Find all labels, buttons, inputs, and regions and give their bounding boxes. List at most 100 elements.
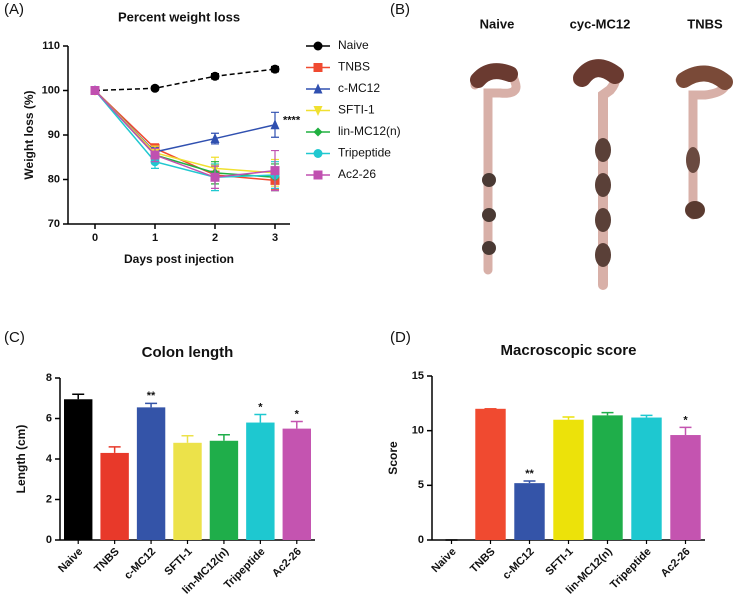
colon (470, 59, 733, 290)
error-bar (72, 393, 85, 400)
y-tick-label: 110 (42, 40, 60, 52)
series-line (94, 68, 276, 92)
bar (209, 440, 239, 540)
series (90, 85, 280, 157)
x-tick-label: 1 (152, 232, 158, 244)
marker (313, 41, 323, 51)
y-tick-label: 6 (46, 412, 52, 424)
annotation: ** (525, 468, 534, 480)
series (90, 86, 280, 192)
series-line (94, 89, 276, 182)
photo-label: cyc-MC12 (570, 16, 631, 31)
chart-title: Colon length (142, 344, 234, 361)
y-tick-label: 0 (46, 534, 52, 546)
y-tick-label: 5 (418, 479, 424, 491)
x-axis-label: Days post injection (124, 252, 234, 266)
panel-label: (A) (4, 1, 24, 18)
error-bar (254, 413, 267, 423)
marker (270, 166, 280, 176)
y-tick-label: 100 (42, 84, 60, 96)
y-tick-label: 10 (412, 425, 424, 437)
y-tick-label: 2 (46, 493, 52, 505)
x-tick-label: SFTI-1 (543, 546, 575, 578)
marker (210, 172, 220, 182)
marker (313, 127, 323, 137)
error-bar (290, 420, 303, 429)
y-axis-label: Length (cm) (14, 425, 28, 494)
x-tick-label: 0 (92, 232, 98, 244)
error-bar (108, 446, 121, 453)
y-tick-label: 80 (48, 173, 60, 185)
marker (210, 133, 220, 144)
x-tick-label: Tripeptide (608, 546, 654, 592)
x-tick-label: TNBS (92, 546, 122, 576)
marker (90, 86, 100, 95)
y-axis-label: Score (386, 441, 400, 475)
series (90, 64, 280, 95)
marker (313, 170, 323, 180)
panel-label: (B) (390, 1, 410, 18)
annotation: * (295, 408, 300, 420)
photo-label: Naive (480, 16, 515, 31)
bar (173, 442, 202, 540)
y-tick-label: 0 (418, 534, 424, 546)
x-tick-label: 2 (212, 232, 218, 244)
x-tick-label: SFTI-1 (162, 546, 194, 578)
marker (210, 71, 220, 81)
bar (592, 415, 623, 540)
error-bar (523, 480, 536, 484)
marker (313, 106, 323, 116)
legend-label: TNBS (338, 60, 370, 74)
y-tick-label: 90 (48, 129, 60, 141)
x-tick-label: 3 (272, 232, 278, 244)
error-bar (679, 426, 692, 436)
y-axis-label: Weight loss (%) (22, 90, 36, 179)
y-tick-label: 15 (412, 370, 424, 382)
annotation: * (258, 401, 263, 413)
marker (150, 83, 160, 93)
x-tick-label: c-MC12 (501, 546, 537, 582)
x-tick-label: c-MC12 (122, 546, 158, 582)
legend-label: lin-MC12(n) (338, 124, 401, 138)
bar (631, 417, 662, 540)
x-tick-label: Ac2-26 (659, 546, 693, 580)
bar (514, 483, 545, 540)
series (90, 86, 280, 192)
y-tick-label: 8 (46, 372, 52, 384)
marker (270, 64, 280, 74)
error-bar (217, 433, 230, 441)
y-tick-label: 70 (48, 218, 60, 230)
photo: (B) Naive cyc-MC12 TNBS (390, 1, 733, 290)
panel-label: (D) (390, 329, 411, 346)
error-bar (562, 416, 575, 420)
bar (670, 435, 701, 540)
marker (313, 149, 323, 158)
series-line (94, 89, 276, 179)
bar (136, 407, 166, 540)
chart-title: Macroscopic score (501, 342, 637, 359)
x-tick-label: TNBS (468, 546, 498, 576)
x-tick-label: Naive (429, 546, 458, 575)
series-line (94, 89, 276, 153)
error-bar (601, 411, 614, 416)
chart-title: Percent weight loss (118, 9, 240, 24)
series-line (94, 89, 276, 179)
bar (475, 408, 506, 540)
marker (270, 119, 280, 130)
annotation: **** (283, 115, 301, 127)
x-tick-label: Naive (56, 546, 85, 575)
annotation: ** (147, 390, 156, 402)
photo-label: TNBS (687, 16, 723, 31)
legend-label: Tripeptide (338, 146, 391, 160)
marker (313, 83, 323, 94)
error-bar (640, 414, 653, 418)
annotation: * (683, 414, 688, 426)
legend-label: SFTI-1 (338, 103, 375, 117)
error-bar (181, 434, 194, 443)
series-line (94, 90, 276, 179)
marker (150, 150, 160, 160)
bar (282, 428, 311, 540)
series (90, 86, 280, 187)
legend-label: Ac2-26 (338, 167, 376, 181)
